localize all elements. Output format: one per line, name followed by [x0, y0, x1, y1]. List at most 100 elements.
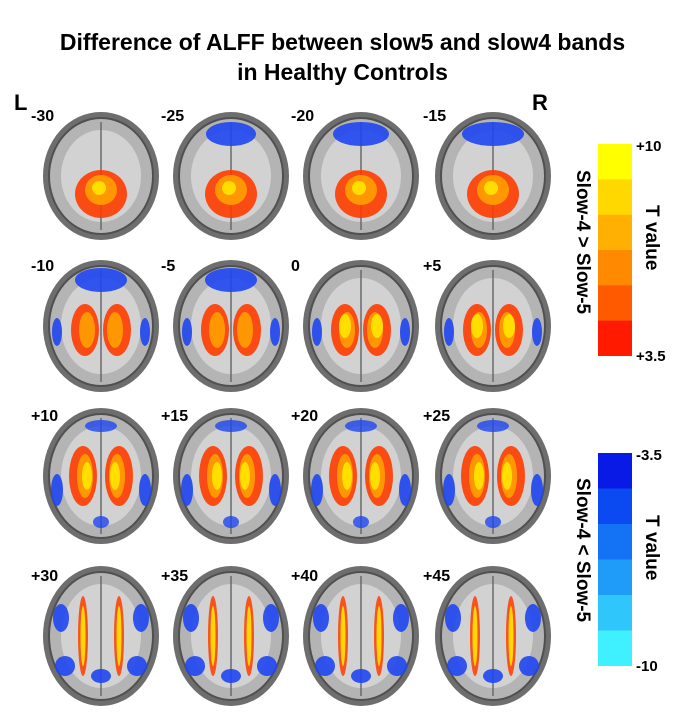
slice-z-label: -25: [161, 108, 185, 125]
figure-title-line-2: in Healthy Controls: [237, 59, 448, 85]
activation-cluster: [471, 314, 483, 338]
activation-cluster: [532, 318, 542, 346]
activation-cluster: [443, 474, 455, 506]
colorbar-segment: [598, 285, 632, 322]
activation-cluster: [215, 420, 247, 432]
activation-cluster: [139, 474, 151, 506]
slice-z-label: 0: [291, 258, 300, 275]
activation-cluster: [92, 181, 106, 195]
activation-cluster: [333, 122, 389, 146]
positive-colorbar-contrast-label: Slow-4 > Slow-5: [572, 170, 593, 315]
axial-brain-slice: [435, 408, 551, 544]
colorbar-segment: [598, 453, 632, 489]
activation-cluster: [53, 604, 69, 632]
colorbar-segment: [598, 179, 632, 216]
activation-cluster: [240, 462, 250, 490]
activation-cluster: [222, 181, 236, 195]
activation-cluster: [483, 669, 503, 683]
slice-z-label: -15: [423, 108, 447, 125]
slice-z-label: -5: [161, 258, 176, 275]
activation-cluster: [181, 474, 193, 506]
positive-colorbar-t-label: T value: [641, 205, 662, 271]
activation-cluster: [508, 606, 514, 666]
positive-colorbar: [598, 144, 632, 356]
activation-cluster: [246, 606, 252, 666]
activation-cluster: [182, 318, 192, 346]
positive-colorbar-bottom-label: +3.5: [636, 348, 666, 365]
activation-cluster: [351, 669, 371, 683]
activation-cluster: [371, 314, 383, 338]
axial-brain-slice: [303, 408, 419, 544]
activation-cluster: [339, 314, 351, 338]
activation-cluster: [257, 656, 277, 676]
activation-cluster: [525, 604, 541, 632]
negative-colorbar: [598, 453, 632, 666]
activation-cluster: [444, 318, 454, 346]
activation-cluster: [107, 312, 123, 348]
activation-cluster: [370, 462, 380, 490]
colorbar-segment: [598, 559, 632, 596]
colorbar-segment: [598, 214, 632, 251]
activation-cluster: [209, 312, 225, 348]
slice-z-label: -10: [31, 258, 55, 275]
right-hemisphere-label: R: [532, 90, 548, 115]
activation-cluster: [311, 474, 323, 506]
activation-cluster: [472, 606, 478, 666]
activation-cluster: [399, 474, 411, 506]
activation-cluster: [51, 474, 63, 506]
left-hemisphere-label: L: [14, 90, 28, 115]
slice-z-label: +10: [31, 408, 59, 425]
activation-cluster: [531, 474, 543, 506]
slice-z-label: +15: [161, 408, 189, 425]
axial-brain-slice: [43, 408, 159, 544]
activation-cluster: [387, 656, 407, 676]
axial-brain-slice: [435, 566, 551, 706]
activation-cluster: [133, 604, 149, 632]
activation-cluster: [205, 268, 257, 292]
axial-brain-slice: [43, 112, 159, 240]
colorbar-segment: [598, 630, 632, 666]
activation-cluster: [519, 656, 539, 676]
slice-z-label: +30: [31, 568, 59, 585]
activation-cluster: [93, 516, 109, 528]
axial-brain-slice: [173, 408, 289, 544]
activation-cluster: [110, 462, 120, 490]
axial-brain-slice: [173, 260, 289, 392]
activation-cluster: [221, 669, 241, 683]
colorbar-segment: [598, 320, 632, 356]
colorbar-segment: [598, 524, 632, 560]
activation-cluster: [477, 420, 509, 432]
negative-colorbar-bottom-label: -10: [636, 658, 658, 675]
activation-cluster: [345, 420, 377, 432]
axial-brain-slice: [173, 566, 289, 706]
activation-cluster: [353, 516, 369, 528]
activation-cluster: [315, 656, 335, 676]
activation-cluster: [140, 318, 150, 346]
activation-cluster: [52, 318, 62, 346]
activation-cluster: [237, 312, 253, 348]
axial-brain-slice: [435, 260, 551, 392]
slice-z-label: +45: [423, 568, 451, 585]
activation-cluster: [462, 122, 524, 146]
activation-cluster: [206, 122, 256, 146]
activation-cluster: [474, 462, 484, 490]
axial-brain-slice: [303, 112, 419, 240]
activation-cluster: [210, 606, 216, 666]
negative-colorbar-t-label: T value: [641, 515, 662, 581]
colorbar-segment: [598, 595, 632, 631]
axial-brain-slice: [43, 260, 159, 392]
activation-cluster: [376, 606, 382, 666]
activation-cluster: [342, 462, 352, 490]
slice-z-label: -20: [291, 108, 315, 125]
slice-z-label: +40: [291, 568, 319, 585]
slice-z-label: -30: [31, 108, 55, 125]
negative-colorbar-contrast-label: Slow-4 < Slow-5: [572, 478, 593, 623]
activation-cluster: [312, 318, 322, 346]
axial-brain-slice: [173, 112, 289, 240]
colorbar-segment: [598, 250, 632, 286]
figure-title-line-1: Difference of ALFF between slow5 and slo…: [59, 29, 626, 55]
slice-z-label: +5: [423, 258, 442, 275]
axial-brain-slice: [435, 112, 551, 240]
activation-cluster: [484, 181, 498, 195]
axial-brain-slice: [303, 260, 419, 392]
